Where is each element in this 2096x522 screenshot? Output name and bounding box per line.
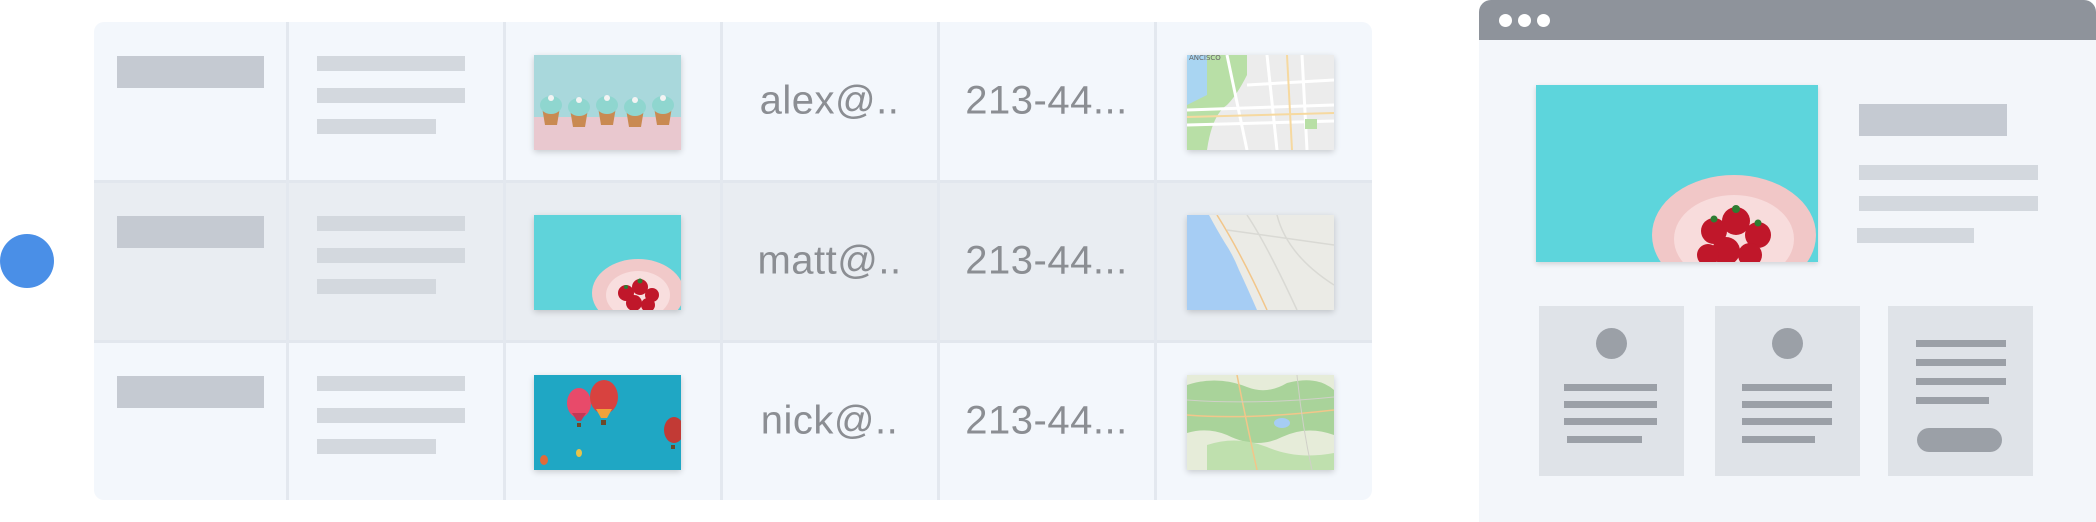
strawberries-hero-graphic xyxy=(1536,85,1818,262)
card-text-placeholder xyxy=(1916,378,2006,385)
card-text-placeholder xyxy=(1742,418,1832,425)
name-cell xyxy=(94,182,287,340)
table-row[interactable]: alex@.. 213-44... xyxy=(94,22,1372,180)
phone-text: 213-44... xyxy=(965,78,1128,123)
table-row[interactable]: nick@.. 213-44... xyxy=(94,342,1372,500)
row-divider xyxy=(94,340,1372,343)
card-text-placeholder xyxy=(1916,397,1989,404)
text-card[interactable] xyxy=(1888,306,2033,476)
text-placeholder xyxy=(317,376,465,391)
column-divider xyxy=(286,22,289,500)
map-cell xyxy=(1155,342,1372,500)
strawberries-photo[interactable] xyxy=(534,215,681,310)
hot-air-balloons-photo-graphic xyxy=(534,375,681,470)
email-text: nick@.. xyxy=(760,398,899,443)
row-divider xyxy=(94,180,1372,183)
text-placeholder xyxy=(317,88,465,103)
text-placeholder xyxy=(317,439,436,454)
photo-cell xyxy=(504,342,721,500)
contacts-table: alex@.. 213-44... xyxy=(94,22,1372,500)
email-text: alex@.. xyxy=(759,78,900,123)
phone-cell: 213-44... xyxy=(938,22,1155,180)
cupcakes-photo[interactable] xyxy=(534,55,681,150)
card-text-placeholder xyxy=(1916,340,2006,347)
column-divider xyxy=(503,22,506,500)
card-text-placeholder xyxy=(1567,436,1642,443)
profile-card[interactable] xyxy=(1715,306,1860,476)
detail-title-placeholder xyxy=(1859,104,2007,136)
window-titlebar xyxy=(1479,0,2096,40)
detail-browser-window xyxy=(1479,0,2096,522)
card-text-placeholder xyxy=(1742,436,1815,443)
regional-terrain-map-graphic xyxy=(1187,375,1334,470)
description-cell xyxy=(287,342,504,500)
column-divider xyxy=(720,22,723,500)
email-cell: alex@.. xyxy=(721,22,938,180)
strawberries-photo-graphic xyxy=(534,215,681,310)
coastline-map-graphic xyxy=(1187,215,1334,310)
phone-text: 213-44... xyxy=(965,238,1128,283)
map-place-label: ANCISCO xyxy=(1189,55,1221,62)
card-action-button[interactable] xyxy=(1917,428,2002,452)
photo-cell xyxy=(504,22,721,180)
description-cell xyxy=(287,22,504,180)
city-street-map[interactable]: ANCISCO xyxy=(1187,55,1334,150)
phone-cell: 213-44... xyxy=(938,342,1155,500)
avatar xyxy=(1772,328,1803,359)
detail-text-placeholder xyxy=(1859,196,2038,211)
coastline-map[interactable] xyxy=(1187,215,1334,310)
text-placeholder xyxy=(317,56,465,71)
detail-text-placeholder xyxy=(1859,165,2038,180)
email-cell: matt@.. xyxy=(721,182,938,340)
detail-text-placeholder xyxy=(1857,228,1974,243)
card-text-placeholder xyxy=(1564,401,1657,408)
profile-card[interactable] xyxy=(1539,306,1684,476)
map-cell xyxy=(1155,182,1372,340)
phone-text: 213-44... xyxy=(965,398,1128,443)
text-placeholder xyxy=(317,248,465,263)
strawberries-photo xyxy=(1536,85,1818,262)
hot-air-balloons-photo[interactable] xyxy=(534,375,681,470)
cupcakes-photo-graphic xyxy=(534,55,681,150)
name-cell xyxy=(94,22,287,180)
name-cell xyxy=(94,342,287,500)
name-placeholder xyxy=(117,56,264,88)
table-row-selected[interactable]: matt@.. 213-44... xyxy=(94,182,1372,340)
card-text-placeholder xyxy=(1742,401,1832,408)
window-close-button[interactable] xyxy=(1499,14,1512,27)
city-street-map-graphic: ANCISCO xyxy=(1187,55,1334,150)
text-placeholder xyxy=(317,216,465,231)
window-minimize-button[interactable] xyxy=(1518,14,1531,27)
card-text-placeholder xyxy=(1564,418,1657,425)
window-maximize-button[interactable] xyxy=(1537,14,1550,27)
text-placeholder xyxy=(317,119,436,134)
row-selection-indicator[interactable] xyxy=(0,234,54,288)
text-placeholder xyxy=(317,279,436,294)
name-placeholder xyxy=(117,376,264,408)
phone-cell: 213-44... xyxy=(938,182,1155,340)
name-placeholder xyxy=(117,216,264,248)
avatar xyxy=(1596,328,1627,359)
email-text: matt@.. xyxy=(757,238,902,283)
description-cell xyxy=(287,182,504,340)
map-cell: ANCISCO xyxy=(1155,22,1372,180)
column-divider xyxy=(1154,22,1157,500)
card-text-placeholder xyxy=(1564,384,1657,391)
text-placeholder xyxy=(317,408,465,423)
regional-terrain-map[interactable] xyxy=(1187,375,1334,470)
card-text-placeholder xyxy=(1916,359,2006,366)
card-text-placeholder xyxy=(1742,384,1832,391)
email-cell: nick@.. xyxy=(721,342,938,500)
column-divider xyxy=(937,22,940,500)
photo-cell xyxy=(504,182,721,340)
